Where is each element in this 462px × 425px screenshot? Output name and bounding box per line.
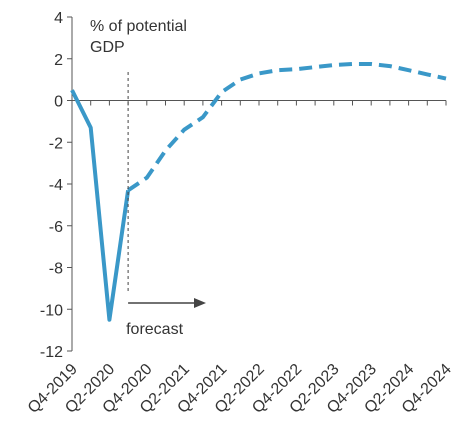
- x-tick-labels: Q4-2019Q2-2020Q4-2020Q2-2021Q4-2021Q2-20…: [25, 361, 455, 417]
- y-tick-label: -8: [49, 261, 63, 278]
- y-axis-label-line-1: % of potential: [90, 18, 187, 35]
- forecast-label: forecast: [126, 321, 183, 338]
- y-tick-label: 0: [54, 94, 63, 111]
- y-tick-label: -12: [40, 344, 63, 361]
- y-tick-label: -4: [49, 177, 63, 194]
- y-axis-label-line-2: GDP: [90, 39, 125, 56]
- forecast-line: [126, 62, 447, 192]
- y-tick-label: 4: [54, 10, 63, 27]
- actual-line: [70, 89, 131, 322]
- y-tick-label: 2: [54, 52, 63, 69]
- axes: [67, 16, 447, 352]
- y-tick-label: -6: [49, 219, 63, 236]
- forecast-annotation: forecast: [126, 72, 206, 338]
- y-tick-labels: 4 2 0 -2 -4 -6 -8 -10 -12: [40, 10, 63, 361]
- series-lines: [70, 62, 447, 322]
- y-tick-label: -2: [49, 135, 63, 152]
- forecast-arrow-head: [194, 298, 206, 308]
- y-tick-label: -10: [40, 302, 63, 319]
